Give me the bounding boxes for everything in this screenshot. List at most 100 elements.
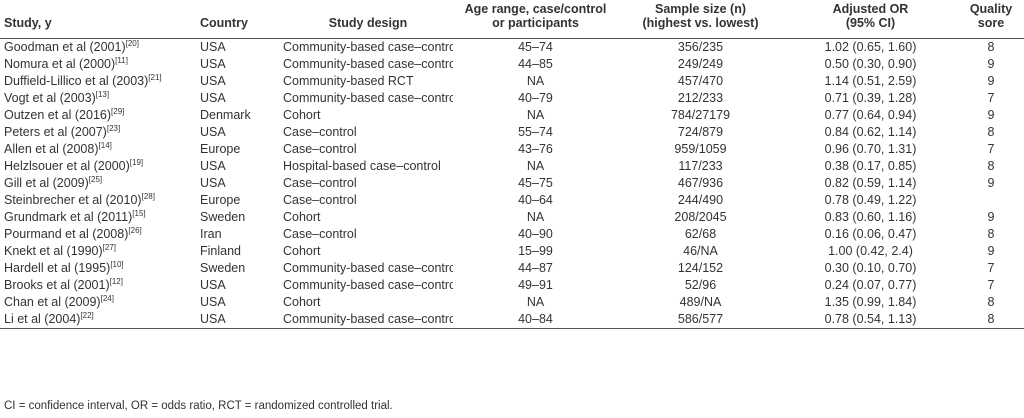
cell-country: Denmark [200, 107, 251, 122]
cell-country: Sweden [200, 209, 246, 224]
cell-country: Sweden [200, 260, 246, 275]
cell-age: 45–75 [518, 175, 553, 190]
reference-number: [25] [88, 174, 103, 184]
cell-adjusted-or: 0.71 (0.39, 1.28) [824, 90, 917, 105]
cell-study: Pourmand et al (2008)[26] [4, 225, 142, 241]
cell-design: Community-based case–control [283, 310, 453, 329]
reference-number: [26] [128, 225, 142, 235]
cell-age: 40–79 [518, 90, 553, 105]
cell-study: Goodman et al (2001)[20] [4, 38, 139, 54]
cell-design: Case–control [283, 192, 357, 207]
cell-sample-size: 959/1059 [674, 141, 727, 156]
table-row: Brooks et al (2001)[12] USA Community-base… [0, 277, 1024, 294]
cell-design: Cohort [283, 243, 321, 258]
cell-adjusted-or: 0.96 (0.70, 1.31) [824, 141, 917, 156]
cell-quality: 8 [958, 310, 1024, 329]
cell-quality: 9 [987, 107, 995, 122]
cell-quality: 8 [987, 226, 995, 241]
cell-study: Hardell et al (1995)[10] [4, 259, 124, 275]
table-row: Li et al (2004)[22] USA Community-based ca… [0, 310, 1024, 329]
cell-adjusted-or: 1.35 (0.99, 1.84) [824, 294, 917, 309]
cell-sample-size: 124/152 [677, 260, 724, 275]
header-design: Study design [283, 0, 453, 39]
cell-country: USA [200, 277, 226, 292]
header-quality: Quality sore [958, 0, 1024, 39]
table-row: Knekt et al (1990)[27] Finland Cohort 15–99… [0, 243, 1024, 260]
cell-adjusted-or: 1.14 (0.51, 2.59) [824, 73, 917, 88]
reference-number: [28] [141, 191, 155, 201]
reference-number: [11] [115, 55, 128, 65]
cell-quality: 9 [987, 209, 995, 224]
cell-quality: 7 [987, 141, 995, 156]
cell-sample-size: 208/2045 [674, 209, 727, 224]
table-row: Hardell et al (1995)[10] Sweden Community-… [0, 260, 1024, 277]
cell-study: Vogt et al (2003)[13] [4, 89, 110, 105]
cell-country: USA [200, 56, 226, 71]
cell-study: Helzlsouer et al (2000)[19] [4, 157, 144, 173]
cell-adjusted-or: 0.77 (0.64, 0.94) [824, 107, 917, 122]
reference-number: [13] [95, 89, 110, 99]
cell-quality: 9 [987, 73, 995, 88]
reference-number: [10] [110, 259, 124, 269]
cell-sample-size: 249/249 [677, 56, 724, 71]
header-sample-size: Sample size (n) (highest vs. lowest) [618, 0, 783, 39]
table-footnote: CI = confidence interval, OR = odds rati… [4, 400, 393, 412]
table-row: Chan et al (2009)[24] USA Cohort NA 489/NA 1.… [0, 294, 1024, 311]
cell-age: NA [526, 73, 545, 88]
cell-study: Knekt et al (1990)[27] [4, 242, 117, 258]
cell-design: Community-based case–control [283, 56, 453, 71]
cell-sample-size: 724/879 [677, 124, 724, 139]
header-age: Age range, case/control or participants [453, 0, 618, 39]
cell-design: Hospital-based case–control [283, 158, 441, 173]
cell-design: Community-based case–control [283, 277, 453, 292]
cell-sample-size: 457/470 [677, 73, 724, 88]
cell-quality: 8 [987, 294, 995, 309]
cell-age: 49–91 [518, 277, 553, 292]
cell-country: Europe [200, 192, 241, 207]
cell-sample-size: 356/235 [677, 39, 724, 54]
reference-number: [21] [148, 72, 162, 82]
cell-age: 40–84 [453, 310, 618, 329]
cell-adjusted-or: 0.78 (0.54, 1.13) [783, 310, 958, 329]
cell-study: Gill et al (2009)[25] [4, 174, 103, 190]
cell-age: NA [526, 209, 545, 224]
cell-study: Grundmark et al (2011)[15] [4, 208, 146, 224]
cell-design: Case–control [283, 141, 357, 156]
cell-study: Brooks et al (2001)[12] [4, 276, 123, 292]
table-body: Goodman et al (2001)[20] USA Community-bas… [0, 38, 1024, 329]
cell-country: USA [200, 90, 226, 105]
cell-country: USA [200, 294, 226, 309]
cell-quality: 8 [987, 158, 995, 173]
table-row: Vogt et al (2003)[13] USA Community-based … [0, 90, 1024, 107]
cell-age: 40–64 [518, 192, 553, 207]
cell-adjusted-or: 0.38 (0.17, 0.85) [824, 158, 917, 173]
cell-age: NA [526, 158, 545, 173]
table-row: Goodman et al (2001)[20] USA Community-bas… [0, 38, 1024, 56]
cell-quality: 9 [987, 56, 995, 71]
cell-design: Cohort [283, 294, 321, 309]
cell-adjusted-or: 0.16 (0.06, 0.47) [824, 226, 917, 241]
cell-quality: 8 [987, 124, 995, 139]
cell-design: Cohort [283, 209, 321, 224]
cell-country: Europe [200, 141, 241, 156]
cell-sample-size: 467/936 [677, 175, 724, 190]
cell-country: USA [200, 175, 226, 190]
cell-study: Allen et al (2008)[14] [4, 140, 112, 156]
cell-sample-size: 212/233 [677, 90, 724, 105]
table-row: Nomura et al (2000)[11] USA Community-base… [0, 56, 1024, 73]
cell-age: NA [526, 107, 545, 122]
cell-quality: 9 [987, 243, 995, 258]
cell-quality: 7 [987, 260, 995, 275]
cell-country: USA [200, 124, 226, 139]
cell-adjusted-or: 0.82 (0.59, 1.14) [824, 175, 917, 190]
cell-design: Cohort [283, 107, 321, 122]
studies-table: Study, y Country Study design Age range,… [0, 0, 1024, 329]
cell-age: 55–74 [518, 124, 553, 139]
cell-country: USA [200, 73, 226, 88]
cell-adjusted-or: 0.50 (0.30, 0.90) [824, 56, 917, 71]
cell-sample-size: 489/NA [679, 294, 722, 309]
reference-number: [27] [102, 242, 117, 252]
reference-number: [14] [98, 140, 112, 150]
table-row: Allen et al (2008)[14] Europe Case–control… [0, 141, 1024, 158]
reference-number: [20] [125, 38, 139, 48]
